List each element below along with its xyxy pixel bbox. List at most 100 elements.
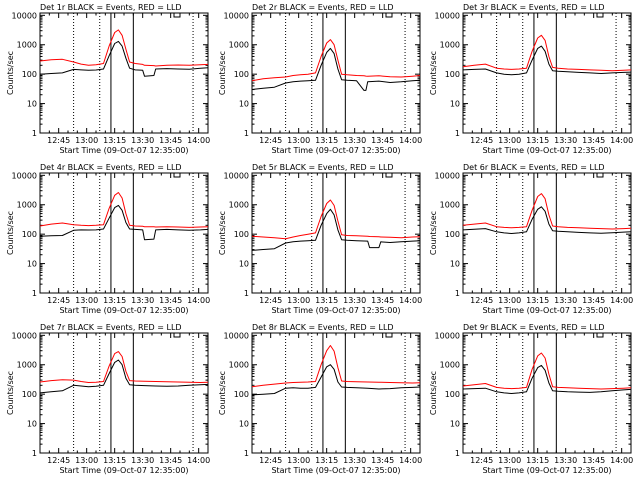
y-axis-label: Counts/sec	[218, 51, 227, 95]
detector-panel-3: Det 3r BLACK = Events, RED = LLD 1 10 100 10…	[429, 3, 633, 155]
events-series-line	[251, 208, 421, 251]
x-axis-label: Start Time (09-Oct-07 12:35:00)	[59, 146, 188, 155]
x-tick-label: 13:00	[498, 296, 521, 305]
x-tick-label: 12:45	[259, 136, 282, 145]
x-tick-label: 14:00	[399, 136, 422, 145]
y-tick-label: 1	[32, 129, 37, 138]
lld-series-line	[251, 345, 421, 388]
x-tick-label: 13:30	[131, 136, 154, 145]
events-series-line	[462, 364, 632, 394]
y-tick-label: 10	[239, 100, 249, 109]
events-series-line	[39, 359, 209, 394]
events-series-line	[39, 204, 209, 241]
y-tick-label: 1	[244, 129, 249, 138]
x-tick-label: 13:45	[582, 456, 605, 465]
x-tick-label: 13:15	[315, 296, 338, 305]
y-tick-label: 10000	[435, 331, 460, 340]
y-tick-label: 1	[455, 449, 460, 458]
x-tick-label: 13:45	[371, 296, 394, 305]
y-tick-label: 10000	[12, 11, 37, 20]
x-axis-label: Start Time (09-Oct-07 12:35:00)	[482, 146, 611, 155]
detector-panel-4: Det 4r BLACK = Events, RED = LLD 1 10 100 10…	[6, 163, 210, 315]
marker-box	[596, 12, 604, 18]
detector-panel-2: Det 2r BLACK = Events, RED = LLD 1 10 100 10…	[218, 3, 422, 155]
y-tick-label: 1000	[440, 41, 460, 50]
lld-series-line	[462, 193, 632, 230]
y-tick-label: 1000	[17, 361, 37, 370]
marker-box	[173, 172, 181, 178]
events-series-line	[251, 364, 421, 396]
x-axis-label: Start Time (09-Oct-07 12:35:00)	[271, 466, 400, 475]
events-series-line	[251, 47, 421, 91]
y-tick-label: 1000	[17, 201, 37, 210]
x-tick-label: 13:30	[554, 136, 577, 145]
y-tick-label: 1000	[440, 201, 460, 210]
y-axis-label: Counts/sec	[6, 51, 15, 95]
y-tick-label: 10	[27, 420, 37, 429]
y-axis-label: Counts/sec	[429, 211, 438, 255]
lld-series-line	[462, 352, 632, 390]
y-axis-label: Counts/sec	[6, 371, 15, 415]
x-tick-label: 13:15	[103, 456, 126, 465]
x-tick-label: 13:00	[75, 296, 98, 305]
x-tick-label: 13:45	[582, 296, 605, 305]
marker-box	[596, 332, 604, 338]
x-tick-label: 12:45	[470, 456, 493, 465]
x-tick-label: 12:45	[47, 136, 70, 145]
y-tick-label: 10000	[12, 331, 37, 340]
y-tick-label: 10	[450, 260, 460, 269]
lld-series-line	[39, 351, 209, 383]
x-tick-label: 14:00	[399, 296, 422, 305]
panel-title: Det 6r BLACK = Events, RED = LLD	[463, 163, 605, 172]
lld-series-line	[39, 29, 209, 67]
x-tick-label: 13:00	[287, 296, 310, 305]
y-tick-label: 1000	[229, 201, 249, 210]
y-tick-label: 100	[234, 70, 249, 79]
detector-panel-8: Det 8r BLACK = Events, RED = LLD 1 10 100 10…	[218, 323, 422, 475]
x-tick-label: 13:15	[526, 296, 549, 305]
plot-frame	[39, 172, 209, 294]
x-tick-label: 12:45	[47, 456, 70, 465]
x-tick-label: 14:00	[610, 296, 633, 305]
x-tick-label: 14:00	[187, 296, 210, 305]
x-tick-label: 13:00	[498, 456, 521, 465]
y-tick-label: 10	[239, 260, 249, 269]
marker-box	[385, 332, 393, 338]
x-tick-label: 13:15	[315, 136, 338, 145]
y-tick-label: 100	[234, 390, 249, 399]
x-tick-label: 13:15	[103, 136, 126, 145]
panel-title: Det 3r BLACK = Events, RED = LLD	[463, 3, 605, 12]
y-tick-label: 100	[445, 390, 460, 399]
x-tick-label: 13:30	[343, 136, 366, 145]
marker-box	[173, 12, 181, 18]
x-tick-label: 12:45	[259, 456, 282, 465]
x-tick-label: 13:15	[526, 456, 549, 465]
x-tick-label: 13:30	[554, 456, 577, 465]
x-tick-label: 12:45	[259, 296, 282, 305]
y-tick-label: 100	[445, 230, 460, 239]
y-tick-label: 100	[445, 70, 460, 79]
plot-frame	[251, 332, 421, 454]
y-tick-label: 10000	[435, 11, 460, 20]
y-tick-label: 100	[22, 390, 37, 399]
x-tick-label: 13:15	[315, 456, 338, 465]
x-tick-label: 13:30	[343, 456, 366, 465]
x-tick-label: 14:00	[187, 456, 210, 465]
events-series-line	[462, 45, 632, 76]
x-tick-label: 13:00	[287, 456, 310, 465]
x-tick-label: 14:00	[610, 456, 633, 465]
detector-panel-5: Det 5r BLACK = Events, RED = LLD 1 10 100 10…	[218, 163, 422, 315]
y-tick-label: 1000	[229, 41, 249, 50]
detector-panel-1: Det 1r BLACK = Events, RED = LLD 1 10 100 10…	[6, 3, 210, 155]
events-series-line	[39, 40, 209, 77]
x-tick-label: 13:45	[371, 136, 394, 145]
x-tick-label: 13:45	[159, 456, 182, 465]
y-tick-label: 10	[27, 100, 37, 109]
y-axis-label: Counts/sec	[429, 51, 438, 95]
panel-title: Det 5r BLACK = Events, RED = LLD	[252, 163, 394, 172]
y-tick-label: 10000	[224, 11, 249, 20]
plot-frame	[39, 12, 209, 134]
plot-frame	[462, 332, 632, 454]
y-tick-label: 10	[27, 260, 37, 269]
y-tick-label: 10000	[224, 331, 249, 340]
